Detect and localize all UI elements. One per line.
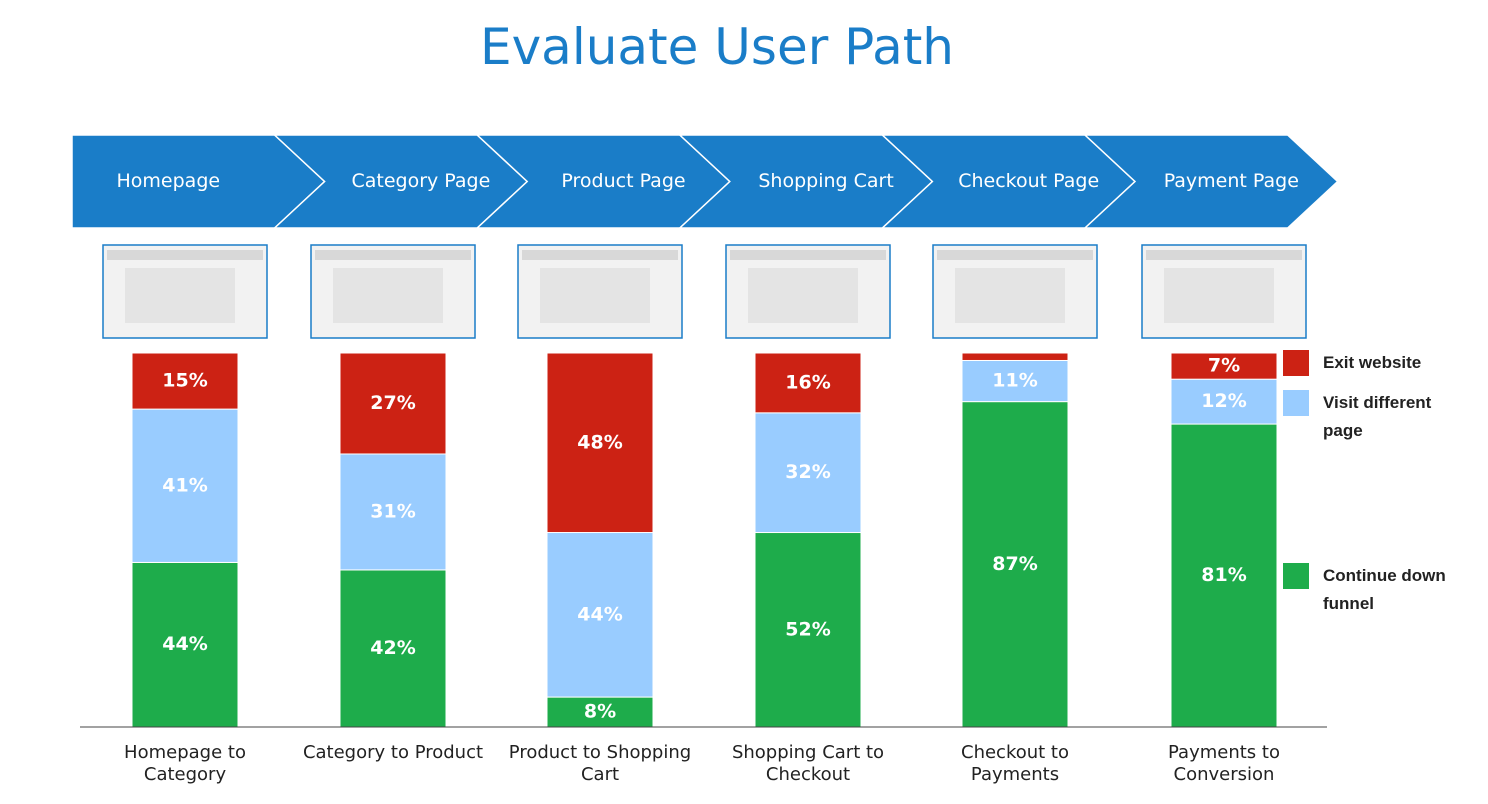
bar-segment [961, 401, 1069, 728]
bar-segment [339, 453, 447, 571]
step-label: Payment Page [1163, 170, 1299, 192]
bar-segment [546, 532, 654, 698]
thumbnail-header [730, 250, 886, 260]
thumbnail-header [937, 250, 1093, 260]
step-label: Product Page [561, 170, 686, 192]
legend-swatch [1283, 390, 1309, 416]
bar-segment [1170, 352, 1278, 380]
data-label: 7% [1208, 355, 1240, 377]
bar-segment [131, 352, 239, 410]
legend-swatch [1283, 350, 1309, 376]
legend-label: Exit website [1323, 353, 1422, 372]
data-label: 15% [162, 370, 207, 392]
data-label: 41% [162, 474, 207, 496]
bar-segment [546, 696, 654, 728]
data-label: 87% [992, 553, 1037, 575]
step-label: Checkout Page [958, 170, 1100, 192]
data-label: 52% [785, 618, 830, 640]
bar-segment [339, 569, 447, 728]
bar-segment [754, 352, 862, 414]
step-label: Shopping Cart [758, 170, 894, 192]
x-tick-label: Category to Product [302, 742, 484, 763]
data-label: 48% [577, 431, 622, 453]
bar-segment [961, 352, 1069, 361]
data-label: 81% [1201, 564, 1246, 586]
data-label: 27% [370, 392, 415, 414]
thumbnail-header [1146, 250, 1302, 260]
thumbnail-content [955, 268, 1065, 323]
bar-segment [961, 359, 1069, 403]
bar-segment [754, 412, 862, 534]
thumbnail-content [1164, 268, 1274, 323]
x-tick-label: Product to Shopping Cart [508, 742, 692, 785]
legend-label: Continue down funnel [1323, 566, 1446, 613]
data-label: 11% [992, 370, 1037, 392]
bar-segment [754, 532, 862, 728]
data-label: 12% [1201, 390, 1246, 412]
thumbnail-header [522, 250, 678, 260]
step-label: Category Page [351, 170, 491, 192]
bar-segment [1170, 423, 1278, 728]
x-tick-label: Shopping Cart to Checkout [731, 742, 885, 785]
chart-title: Evaluate User Path [480, 18, 954, 76]
legend-swatch [1283, 563, 1309, 589]
data-label: 44% [162, 633, 207, 655]
x-tick-label: Homepage to Category [124, 742, 246, 785]
data-label: 8% [584, 701, 616, 723]
thumbnail-content [540, 268, 650, 323]
bar-segment [339, 352, 447, 455]
data-label: 44% [577, 603, 622, 625]
step-label: Homepage [116, 170, 221, 192]
x-tick-label: Payments to Conversion [1168, 742, 1280, 785]
data-label: 16% [785, 371, 830, 393]
thumbnail-content [125, 268, 235, 323]
data-label: 42% [370, 637, 415, 659]
legend-label: Visit different page [1323, 393, 1432, 440]
thumbnail-header [315, 250, 471, 260]
data-label: 32% [785, 461, 830, 483]
bar-segment [546, 352, 654, 534]
bar-segment [131, 408, 239, 563]
x-tick-label: Checkout to Payments [961, 742, 1069, 785]
thumbnail-content [333, 268, 443, 323]
data-label: 31% [370, 500, 415, 522]
thumbnail-content [748, 268, 858, 323]
step-chevron [1083, 134, 1339, 229]
thumbnail-header [107, 250, 263, 260]
